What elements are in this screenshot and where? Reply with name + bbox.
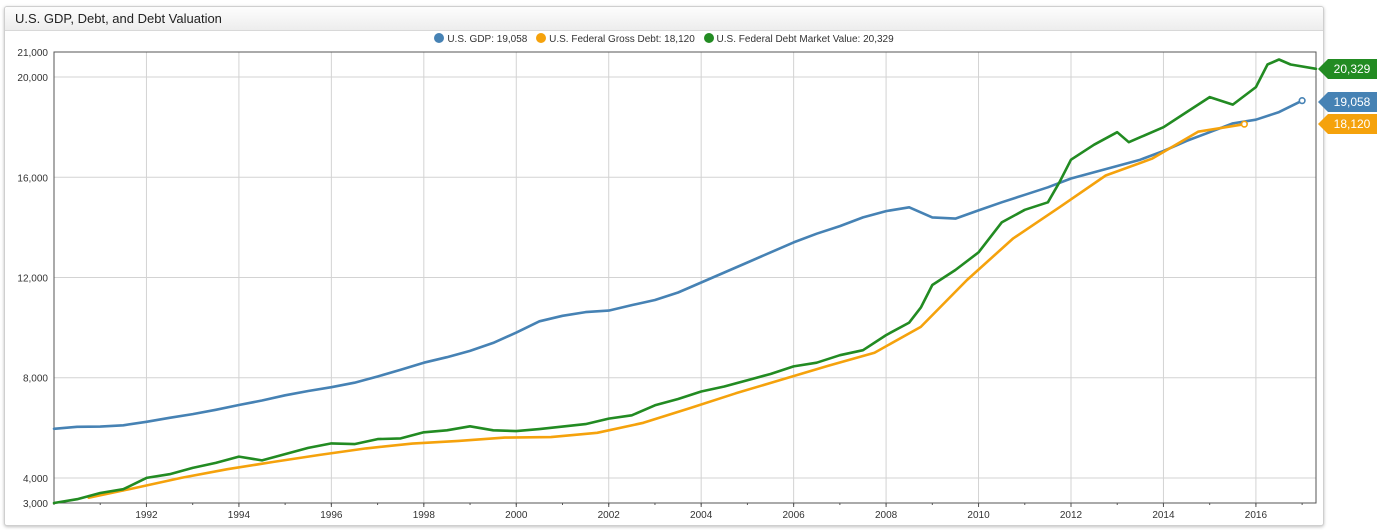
value-badge: 19,058 xyxy=(1318,92,1377,112)
y-tick-label: 8,000 xyxy=(23,374,48,385)
x-tick-label: 1996 xyxy=(320,510,343,521)
series-end-marker xyxy=(1298,97,1306,105)
x-tick-label: 2014 xyxy=(1152,510,1175,521)
value-badges: 20,329 19,058 18,120 xyxy=(1318,59,1377,134)
legend-marker-icon xyxy=(703,33,714,43)
y-tick-label: 16,000 xyxy=(17,173,48,184)
y-tick-label: 21,000 xyxy=(17,48,48,59)
x-tick-label: 2000 xyxy=(505,510,528,521)
value-badge-text: 20,329 xyxy=(1334,62,1371,76)
series-line-gdp xyxy=(52,99,1304,431)
x-tick-label: 2016 xyxy=(1245,510,1268,521)
y-tick-label: 20,000 xyxy=(17,73,48,84)
x-tick-label: 2006 xyxy=(783,510,806,521)
x-tick-label: 2004 xyxy=(690,510,713,521)
axes: 3,000 4,000 8,000 12,000 16,000 20,000 21,000 1… xyxy=(17,48,1317,521)
title-bar: U.S. GDP, Debt, and Debt Valuation xyxy=(5,7,1323,31)
grid xyxy=(54,51,1316,504)
series-line-gross-debt xyxy=(87,122,1246,499)
x-tick-label: 2012 xyxy=(1060,510,1083,521)
value-badge-shape xyxy=(1318,92,1377,112)
series-line-market-value xyxy=(52,58,1318,505)
plot-frame xyxy=(53,51,1317,504)
x-tick-label: 1994 xyxy=(228,510,251,521)
value-badge: 20,329 xyxy=(1318,59,1377,79)
legend-label: U.S. Federal Debt Market Value: 20,329 xyxy=(716,34,894,45)
value-badge-text: 19,058 xyxy=(1334,95,1371,109)
x-tick-label: 2010 xyxy=(967,510,990,521)
value-badge: 18,120 xyxy=(1318,114,1377,134)
legend-item-market-value[interactable]: U.S. Federal Debt Market Value: 20,329 xyxy=(703,33,894,45)
series-lines xyxy=(52,58,1318,505)
value-badge-shape xyxy=(1318,59,1377,79)
legend-item-gdp[interactable]: U.S. GDP: 19,058 xyxy=(434,33,527,45)
legend-marker-icon xyxy=(434,33,445,43)
y-tick-label: 4,000 xyxy=(23,474,48,485)
x-tick-label: 1992 xyxy=(135,510,158,521)
y-tick-label: 12,000 xyxy=(17,274,48,285)
value-badge-shape xyxy=(1318,114,1377,134)
chart-legend: U.S. GDP: 19,058 U.S. Federal Gross Debt… xyxy=(5,33,1323,49)
legend-marker-icon xyxy=(536,33,547,43)
value-badge-text: 18,120 xyxy=(1334,117,1371,131)
legend-label: U.S. Federal Gross Debt: 18,120 xyxy=(549,34,695,45)
series-end-marker xyxy=(1240,120,1248,128)
chart-panel: U.S. GDP, Debt, and Debt Valuation U.S. … xyxy=(4,6,1324,526)
x-tick-label: 2002 xyxy=(598,510,621,521)
x-tick-label: 1998 xyxy=(413,510,436,521)
legend-item-gross-debt[interactable]: U.S. Federal Gross Debt: 18,120 xyxy=(536,33,695,45)
x-tick-label: 2008 xyxy=(875,510,898,521)
legend-label: U.S. GDP: 19,058 xyxy=(447,34,528,45)
y-tick-label: 3,000 xyxy=(23,499,48,510)
chart-title: U.S. GDP, Debt, and Debt Valuation xyxy=(15,11,222,26)
